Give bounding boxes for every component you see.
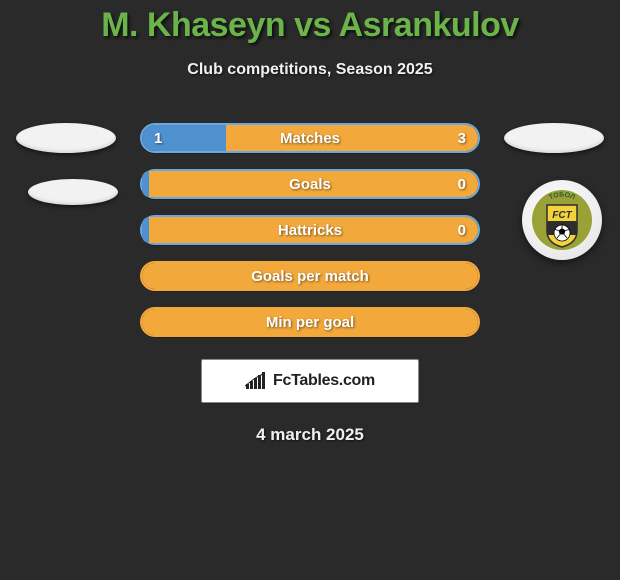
stat-right-value: 3: [458, 130, 466, 147]
stat-label: Min per goal: [266, 314, 354, 331]
team-crest: ТОБОЛ FCT: [522, 180, 602, 260]
player-right-badge: [504, 123, 604, 153]
stat-label: Matches: [280, 130, 340, 147]
stat-bar: Goals 0: [140, 169, 480, 199]
stat-label: Hattricks: [278, 222, 342, 239]
attribution-label: FcTables.com: [273, 372, 375, 390]
page-subtitle: Club competitions, Season 2025: [0, 61, 620, 79]
stat-row: Min per goal: [0, 299, 620, 345]
stat-label: Goals per match: [251, 268, 369, 285]
bar-chart-icon: [245, 372, 267, 390]
stat-right-value: 0: [458, 176, 466, 193]
stat-bar: Matches 1 3: [140, 123, 480, 153]
crest-letters: FCT: [552, 210, 572, 221]
stat-right-value: 0: [458, 222, 466, 239]
stat-bar: Min per goal: [140, 307, 480, 337]
stat-bar: Hattricks 0: [140, 215, 480, 245]
stat-left-value: 1: [154, 130, 162, 147]
player-left-badge-1: [16, 123, 116, 153]
player-left-badge-2: [28, 179, 118, 205]
stat-bar: Goals per match: [140, 261, 480, 291]
stat-label: Goals: [289, 176, 331, 193]
date: 4 march 2025: [0, 425, 620, 445]
stat-row: Goals per match: [0, 253, 620, 299]
page-title: M. Khaseyn vs Asrankulov: [0, 0, 620, 45]
comparison-card: M. Khaseyn vs Asrankulov Club competitio…: [0, 0, 620, 580]
attribution-box: FcTables.com: [201, 359, 419, 403]
